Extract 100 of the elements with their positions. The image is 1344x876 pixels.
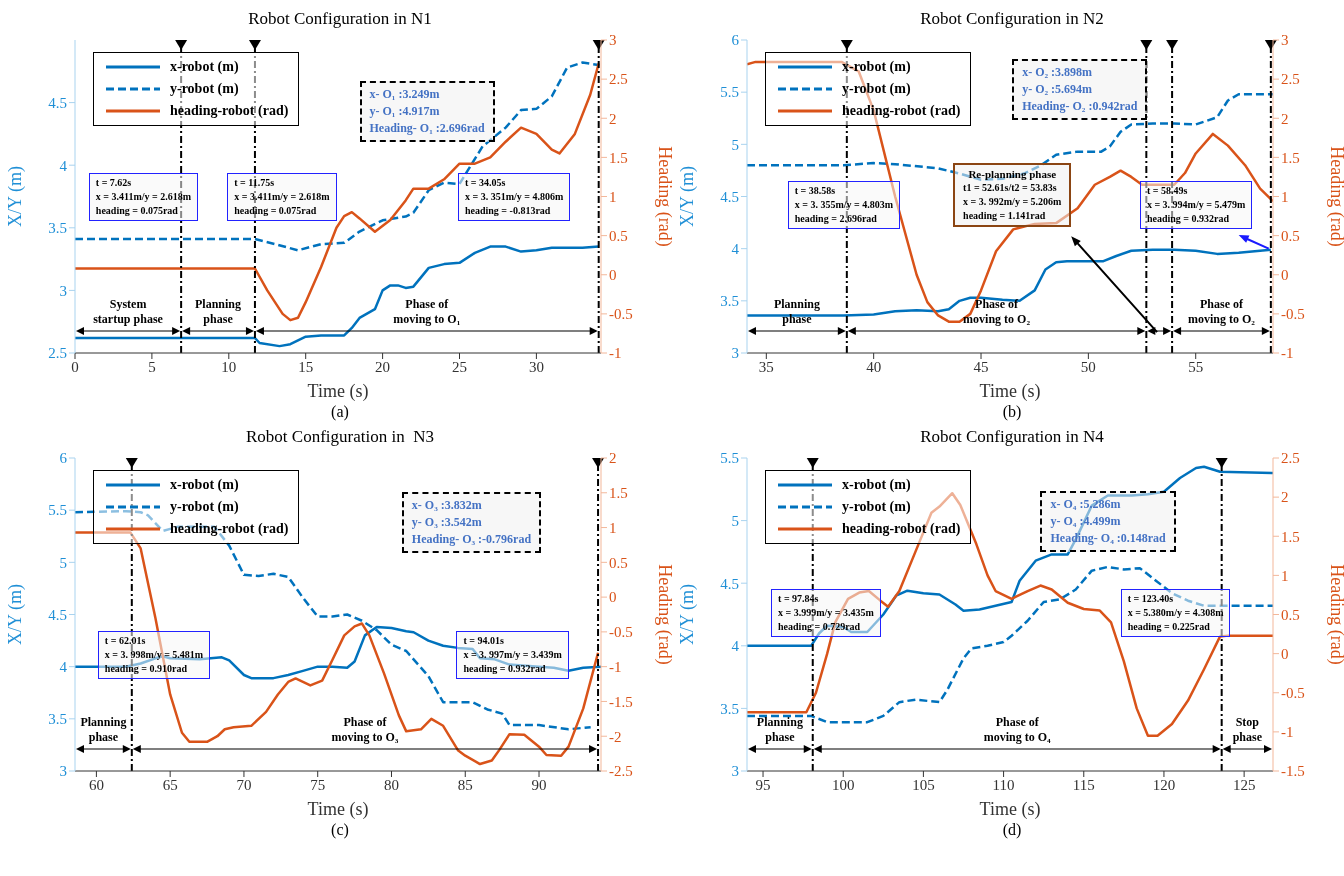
line-series [75,61,600,252]
annotation: t = 58.49s x = 3. 994m/y = 5.479m heading = 0.932rad [1146,183,1246,226]
y2-axis-title: Heading (rad) [653,564,675,665]
x-tick-label: 30 [528,358,544,375]
y-tick-label: 4.5 [720,188,739,205]
legend-label: y-robot (m) [842,81,911,97]
y2-tick-label: -1.5 [1281,763,1305,780]
y2-tick-label: 2 [1281,489,1289,506]
y2-tick-label: -1.5 [609,693,633,710]
y-tick-label: 5.5 [720,84,739,101]
y-axis-title: X/Y (m) [5,584,27,645]
y-tick-label: 4.5 [48,94,67,111]
x-axis-title: Time (s) [979,381,1041,402]
x-tick-label: 20 [375,358,391,375]
y-tick-label: 3.5 [48,711,67,728]
y-tick-label: 5 [731,136,739,153]
legend-label: heading-robot (rad) [842,521,961,537]
x-tick-label: 95 [755,776,771,793]
y2-tick-label: -0.5 [1281,685,1305,702]
y-tick-label: 3.5 [48,220,67,237]
legend-label: x-robot (m) [170,477,239,493]
y2-tick-label: -2.5 [609,763,633,780]
annotation: t = 62.01s x = 3. 998m/y = 5.481m heading = 0.910rad [104,634,204,677]
legend-label: y-robot (m) [170,499,239,515]
y-tick-label: 3.5 [720,293,739,310]
x-tick-label: 55 [1188,358,1204,375]
x-axis-title: Time (s) [307,799,369,820]
text: (c) [330,820,350,840]
x-axis-title: Time (s) [307,381,369,402]
text: (a) [330,402,350,422]
y2-tick-label: 1.5 [609,485,628,502]
y2-tick-label: -1 [1281,724,1294,741]
y-tick-label: 3.5 [720,700,739,717]
text: (b) [1001,402,1023,422]
y2-tick-label: 0.5 [1281,227,1300,244]
chart-title: Robot Configuration in N3 [245,426,435,448]
y2-tick-label: -2 [609,728,622,745]
y-tick-label: 4 [731,638,740,655]
x-tick-label: 115 [1072,776,1095,793]
x-tick-label: 70 [236,776,252,793]
x-tick-label: 40 [866,358,882,375]
x-tick-label: 90 [531,776,547,793]
line-series [75,245,600,348]
y2-tick-label: 0.5 [1281,606,1300,623]
annotation: x- O₃ :3.832m y- O₃ :3.542m Heading- O₃ :-0.796rad [411,497,532,549]
y2-tick-label: 0.5 [609,554,628,571]
legend-label: heading-robot (rad) [842,103,961,119]
y2-tick-label: 1 [1281,567,1289,584]
annotation: t = 94.01s x = 3. 997m/y = 3.439m heading = 0.932rad [463,634,562,677]
annotation: t = 11.75s x = 3.411m/y = 2.618m heading = 0.075rad [234,175,330,218]
line-series [747,465,1273,648]
annotation: t = 123.40s x = 5.380m/y = 4.308m heading = 0.225rad [1127,592,1224,635]
y2-tick-label: -0.5 [609,624,633,641]
y-tick-label: 5 [731,512,739,529]
y2-tick-label: -1 [609,345,622,362]
y-tick-label: 4 [59,157,68,174]
annotation: x- O₂ :3.898m y- O₂ :5.694m Heading- O₂ :0.942rad [1022,63,1138,115]
y-tick-label: 4 [59,658,68,675]
x-tick-label: 100 [831,776,855,793]
x-tick-label: 50 [1080,358,1096,375]
x-tick-label: 25 [452,358,467,375]
y2-tick-label: 1.5 [1281,528,1300,545]
chart-title: Robot Configuration in N4 [919,426,1105,448]
x-tick-label: 0 [71,358,79,375]
y2-tick-label: 2 [609,110,617,127]
annotation: Planning phase [80,715,127,745]
annotation: t = 7.62s x = 3.411m/y = 2.618m heading = 0.075rad [95,175,192,218]
y-tick-label: 4 [731,240,740,257]
y-tick-label: 5 [59,554,67,571]
y2-tick-label: -1 [1281,345,1294,362]
x-axis-title: Time (s) [979,799,1041,820]
y2-tick-label: -1 [609,658,622,675]
annotation: Phase of moving to O₁ [393,297,461,327]
annotation: Phase of moving to O₄ [983,715,1052,745]
y-tick-label: 4.5 [720,575,739,592]
x-tick-label: 110 [992,776,1015,793]
y-tick-label: 6 [731,32,740,49]
y2-tick-label: 2 [1281,110,1289,127]
y-tick-label: 3 [59,282,67,299]
legend-label: y-robot (m) [842,499,911,515]
annotation: System startup phase [93,297,164,327]
y2-tick-label: 0 [609,267,617,284]
y2-tick-label: 2.5 [1281,71,1300,88]
x-tick-label: 105 [912,776,935,793]
y2-tick-label: -0.5 [609,306,633,323]
chart-title: Robot Configuration in N1 [247,8,433,30]
y2-tick-label: 2.5 [1281,450,1300,467]
x-tick-label: 35 [758,358,774,375]
x-tick-label: 125 [1232,776,1256,793]
legend-label: heading-robot (rad) [170,103,289,119]
x-tick-label: 5 [148,358,156,375]
y2-tick-label: 0.5 [609,227,628,244]
y2-tick-label: 0 [609,589,617,606]
y-tick-label: 6 [59,450,68,467]
y2-tick-label: 3 [1281,32,1289,49]
y-tick-label: 3 [731,763,739,780]
y-tick-label: 3 [731,345,739,362]
annotation: Stop phase [1232,715,1263,745]
y-tick-label: 2.5 [48,345,67,362]
y2-axis-title: Heading (rad) [653,146,675,247]
